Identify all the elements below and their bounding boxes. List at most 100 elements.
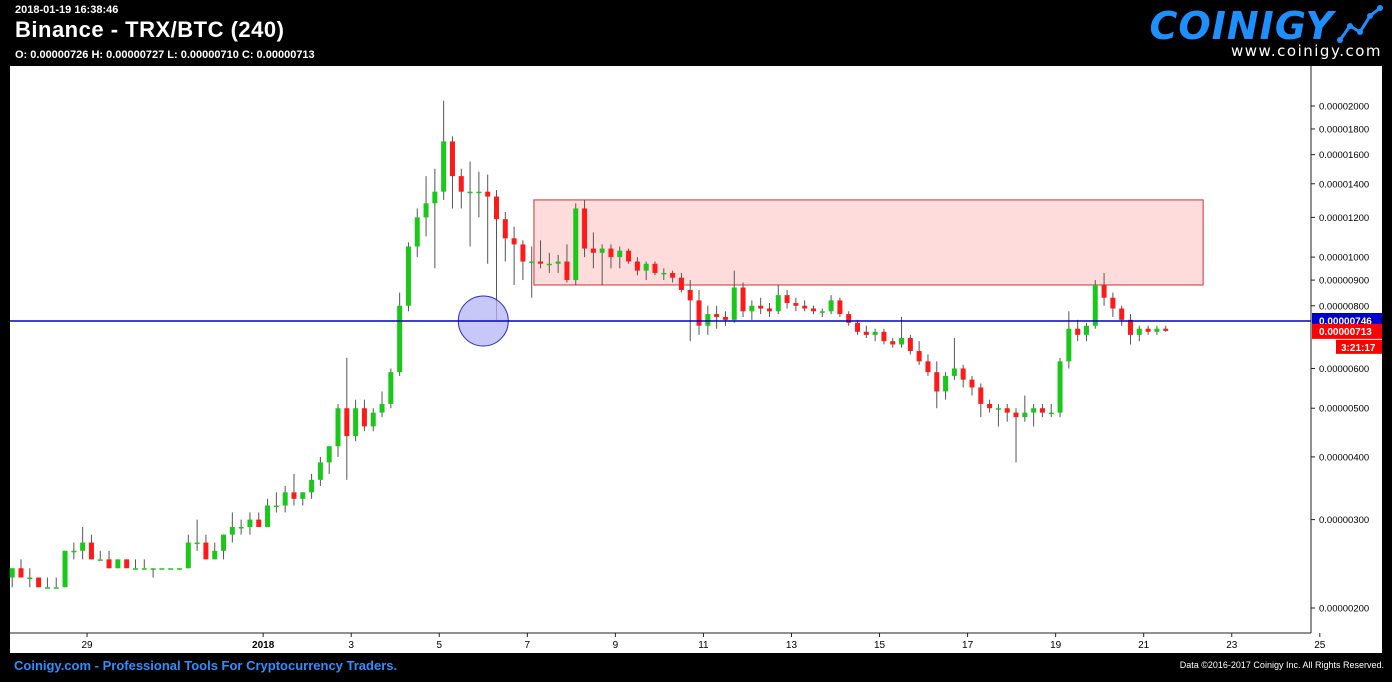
candle[interactable]: [185, 534, 191, 569]
candle[interactable]: [344, 357, 350, 480]
candle[interactable]: [423, 176, 429, 237]
candle[interactable]: [617, 246, 623, 269]
candle[interactable]: [405, 242, 411, 312]
candle[interactable]: [53, 577, 59, 589]
candle[interactable]: [414, 208, 420, 258]
candle[interactable]: [916, 341, 922, 365]
candle[interactable]: [485, 174, 491, 264]
candle[interactable]: [18, 559, 24, 578]
candle[interactable]: [802, 300, 808, 312]
candle[interactable]: [132, 559, 138, 570]
candle[interactable]: [564, 244, 570, 283]
candle[interactable]: [731, 270, 737, 323]
candlestick-chart[interactable]: 0.00000200 0.00000300 0.00000400 0.00000500…: [0, 66, 1392, 654]
candle[interactable]: [36, 577, 42, 588]
candle[interactable]: [890, 338, 896, 348]
candle[interactable]: [573, 203, 579, 285]
candle[interactable]: [828, 295, 834, 315]
candle[interactable]: [687, 280, 693, 342]
candle[interactable]: [1022, 395, 1028, 422]
candle[interactable]: [493, 190, 499, 320]
candle[interactable]: [467, 161, 473, 247]
candle[interactable]: [370, 408, 376, 432]
candle[interactable]: [1048, 403, 1054, 418]
candle[interactable]: [1039, 403, 1045, 418]
candle[interactable]: [177, 568, 183, 570]
candle[interactable]: [150, 568, 156, 578]
candle[interactable]: [793, 297, 799, 312]
candle[interactable]: [678, 272, 684, 293]
candle[interactable]: [432, 168, 438, 269]
candle[interactable]: [1145, 325, 1151, 335]
candle[interactable]: [987, 399, 993, 413]
candle[interactable]: [106, 550, 112, 569]
candle[interactable]: [511, 226, 517, 285]
candle[interactable]: [863, 325, 869, 339]
candle[interactable]: [582, 199, 588, 258]
candle[interactable]: [256, 512, 262, 527]
candle[interactable]: [1057, 357, 1063, 418]
candle[interactable]: [458, 168, 464, 209]
candle[interactable]: [1119, 305, 1125, 326]
candle[interactable]: [291, 473, 297, 506]
candle[interactable]: [229, 512, 235, 543]
candle[interactable]: [1127, 314, 1133, 345]
candle[interactable]: [696, 289, 702, 335]
candle[interactable]: [643, 261, 649, 281]
candle[interactable]: [546, 252, 552, 273]
candle[interactable]: [1110, 292, 1116, 317]
candle[interactable]: [1101, 272, 1107, 306]
candle[interactable]: [88, 534, 94, 560]
candle[interactable]: [599, 244, 605, 285]
candle[interactable]: [652, 261, 658, 276]
candle[interactable]: [995, 403, 1001, 427]
candle[interactable]: [441, 100, 447, 200]
candle[interactable]: [899, 316, 905, 348]
candle[interactable]: [529, 246, 535, 298]
candle[interactable]: [925, 354, 931, 376]
candle[interactable]: [819, 308, 825, 317]
footer-tagline[interactable]: Coinigy.com - Professional Tools For Cry…: [14, 658, 398, 673]
candle[interactable]: [71, 542, 77, 560]
candle[interactable]: [969, 375, 975, 396]
candle[interactable]: [934, 361, 940, 409]
candle[interactable]: [907, 334, 913, 355]
candle[interactable]: [626, 248, 632, 264]
candle[interactable]: [1154, 325, 1160, 335]
candle[interactable]: [212, 542, 218, 560]
candle[interactable]: [634, 257, 640, 276]
candle[interactable]: [221, 534, 227, 560]
candle[interactable]: [740, 282, 746, 317]
candle[interactable]: [951, 338, 957, 380]
candle[interactable]: [397, 292, 403, 376]
candle[interactable]: [80, 526, 86, 560]
candle[interactable]: [855, 319, 861, 335]
candle[interactable]: [758, 297, 764, 315]
candle[interactable]: [124, 559, 130, 569]
candle[interactable]: [766, 303, 772, 317]
candle[interactable]: [502, 211, 508, 262]
candle[interactable]: [317, 456, 323, 486]
candle[interactable]: [749, 300, 755, 320]
candle[interactable]: [1083, 322, 1089, 342]
candle[interactable]: [247, 512, 253, 535]
candle[interactable]: [265, 498, 271, 527]
resistance-zone[interactable]: [533, 199, 1204, 286]
candle[interactable]: [361, 399, 367, 432]
candle[interactable]: [1136, 325, 1142, 342]
coinigy-logo[interactable]: COINIGY www.coinigy.com: [1150, 2, 1386, 62]
candle[interactable]: [661, 268, 667, 281]
candle[interactable]: [476, 171, 482, 218]
candle[interactable]: [960, 364, 966, 388]
candle[interactable]: [608, 244, 614, 269]
candle[interactable]: [943, 372, 949, 400]
candle[interactable]: [846, 311, 852, 326]
candle[interactable]: [194, 519, 200, 551]
candle[interactable]: [1013, 408, 1019, 463]
candle[interactable]: [881, 328, 887, 345]
candle[interactable]: [115, 559, 121, 569]
candle[interactable]: [837, 297, 843, 317]
candle[interactable]: [555, 254, 561, 273]
candle[interactable]: [978, 383, 984, 418]
candle[interactable]: [9, 568, 15, 588]
